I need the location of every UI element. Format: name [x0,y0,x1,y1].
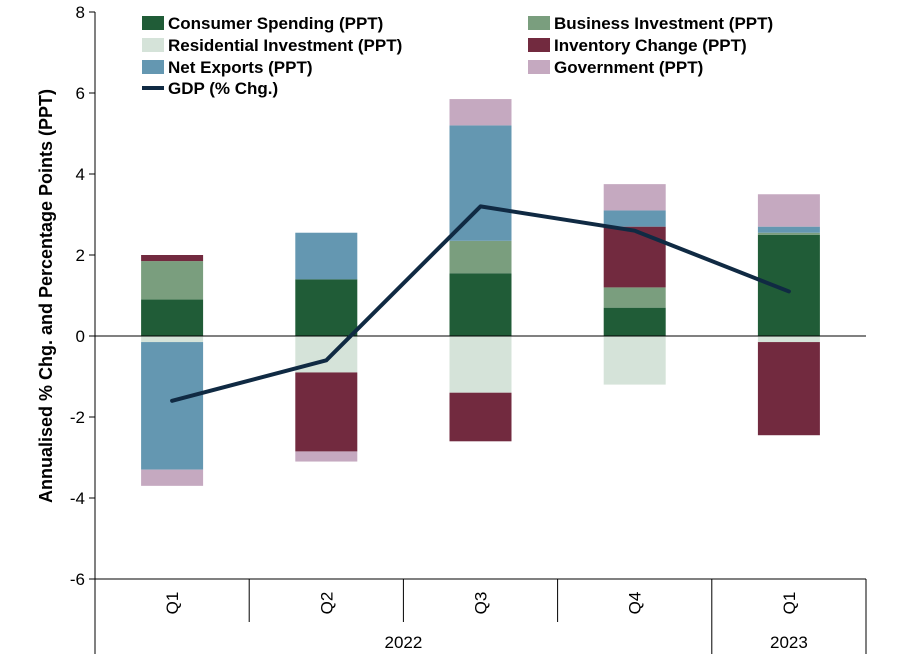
legend-label: Government (PPT) [554,58,703,77]
legend-swatch [142,60,164,74]
legend-item: Net Exports (PPT) [142,58,313,77]
bar-segment-s4-c2 [449,125,512,241]
x-tick-label: Q4 [626,592,645,615]
bar-segment-s1-c2 [449,240,512,274]
bar-segment-s3-c4 [757,342,820,436]
legend-item: Government (PPT) [528,58,703,77]
x-tick-label: Q1 [780,592,799,615]
bar-segment-s1-c3 [603,287,666,308]
x-tick-label: Q1 [163,592,182,615]
bar-segment-s4-c1 [295,232,358,280]
bar-segment-s3-c0 [141,255,204,262]
bar-segment-s5-c4 [757,194,820,227]
legend-swatch [142,16,164,30]
legend-label: Inventory Change (PPT) [554,36,747,55]
bar-segment-s5-c3 [603,184,666,211]
bar-segment-s4-c0 [141,342,204,470]
bar-segment-s0-c1 [295,279,358,336]
legend-item: Inventory Change (PPT) [528,36,747,55]
legend-item: Consumer Spending (PPT) [142,14,383,33]
y-tick-label: 0 [76,327,85,346]
legend-label: Business Investment (PPT) [554,14,773,33]
legend-label: Consumer Spending (PPT) [168,14,383,33]
bar-segment-s0-c0 [141,299,204,336]
y-tick-label: 8 [76,3,85,22]
bar-segment-s2-c3 [603,336,666,385]
legend-label: Net Exports (PPT) [168,58,313,77]
x-tick-label: Q3 [472,592,491,615]
y-tick-label: 2 [76,246,85,265]
bar-segment-s2-c4 [757,336,820,343]
bars-layer [141,99,820,486]
legend-item: Business Investment (PPT) [528,14,773,33]
x-tick-label: Q2 [317,592,336,615]
y-tick-label: -4 [70,489,85,508]
bar-segment-s3-c1 [295,372,358,452]
bar-segment-s3-c2 [449,392,512,442]
gdp-line-layer [170,204,791,403]
legend-label: Residential Investment (PPT) [168,36,402,55]
bar-segment-s0-c2 [449,273,512,336]
bar-segment-s2-c2 [449,336,512,393]
bar-segment-s2-c0 [141,336,204,343]
bar-segment-s1-c4 [757,232,820,235]
axes-layer: -6 -4 -2 0 2 4 6 8 Q1 Q2 Q3 Q4 Q1 2022 2023 [70,3,867,654]
y-tick-label: 6 [76,84,85,103]
bar-segment-s5-c2 [449,99,512,126]
legend-label: GDP (% Chg.) [168,79,278,98]
bar-segment-s5-c1 [295,451,358,462]
bar-segment-s4-c3 [603,210,666,227]
legend-item: Residential Investment (PPT) [142,36,402,55]
y-tick-label: 4 [76,165,85,184]
y-axis-title: Annualised % Chg. and Percentage Points … [36,89,56,503]
bar-segment-s4-c4 [757,226,820,233]
bar-segment-s3-c3 [603,226,666,288]
bar-segment-s1-c0 [141,261,204,300]
legend: Consumer Spending (PPT) Business Investme… [142,14,773,98]
year-label: 2023 [770,633,808,652]
bar-segment-s0-c4 [757,234,820,336]
legend-item: GDP (% Chg.) [142,79,278,98]
legend-swatch [142,38,164,52]
y-tick-label: -2 [70,408,85,427]
legend-swatch [528,16,550,30]
bar-segment-s0-c3 [603,307,666,336]
legend-swatch [528,60,550,74]
year-label: 2022 [384,633,422,652]
bar-segment-s5-c0 [141,469,204,486]
y-tick-label: -6 [70,570,85,589]
legend-swatch [528,38,550,52]
